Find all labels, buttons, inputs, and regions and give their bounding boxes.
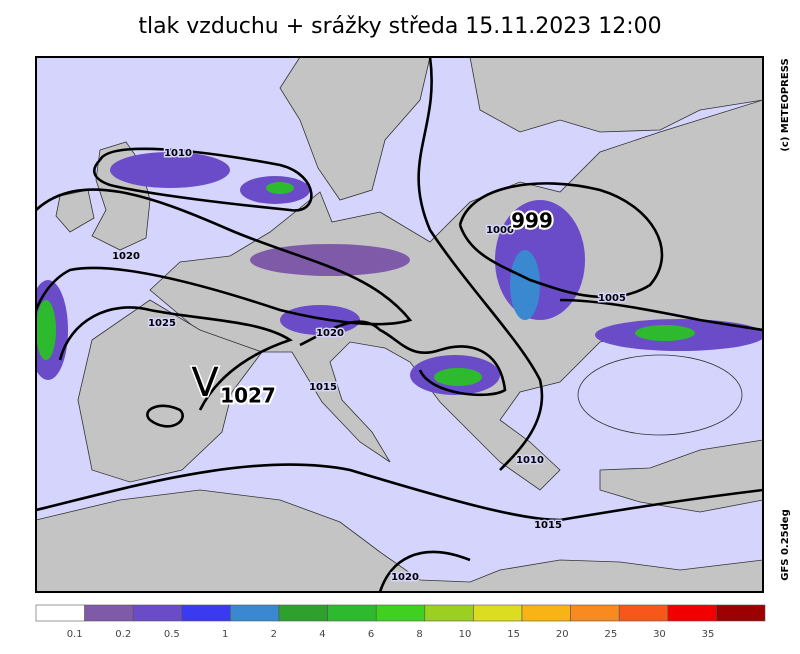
isobar: [146, 404, 184, 428]
map-area: 1010 1020 1025 1020 1015 1000 1005 1010 1015 1020…: [36, 57, 763, 592]
legend-swatch: [35, 604, 85, 622]
legend-label: 20: [556, 629, 569, 640]
title: tlak vzduchu + srážky středa 15.11.2023 …: [138, 14, 661, 39]
precip-area: [434, 368, 482, 386]
isobar-label: 1005: [598, 293, 626, 304]
black-sea: [577, 354, 743, 436]
legend-label: 0.2: [115, 629, 131, 640]
legend-label: 35: [702, 629, 715, 640]
map-frame: [35, 56, 764, 593]
isobar: [458, 182, 664, 299]
color-legend: 0.1 0.2 0.5 1 2 4 6 8 10 15 20 25 30 35: [35, 604, 766, 640]
precip-area: [266, 182, 294, 194]
isobar-labels: 1010 1020 1025 1020 1015 1000 1005 1010 1015 1020: [111, 147, 628, 585]
continent: [149, 99, 763, 491]
legend-label: 30: [653, 629, 666, 640]
legend-swatch: [424, 604, 474, 622]
isobar-label: 1025: [148, 318, 176, 329]
model-name: GFS 0.25deg: [780, 509, 791, 581]
africa: [36, 489, 763, 592]
precip-area: [250, 244, 410, 276]
isobar-label: 1010: [516, 455, 544, 466]
isobar-label: 1020: [112, 251, 140, 262]
legend-label: 8: [416, 629, 422, 640]
precip-area: [36, 300, 56, 360]
legend-swatch: [570, 604, 620, 622]
iberia: [77, 299, 263, 483]
legend-label: 2: [271, 629, 277, 640]
isobar-label: 1020: [391, 572, 419, 583]
precipitation: [36, 152, 763, 395]
scandinavia: [279, 57, 431, 201]
legend-swatch: [181, 604, 231, 622]
low-value: 999: [511, 209, 553, 233]
isobar-label: 1000: [486, 225, 514, 236]
legend-label: 15: [507, 629, 520, 640]
high-value: 1027: [220, 384, 276, 408]
isobar: [36, 188, 413, 326]
legend-swatch: [84, 604, 134, 622]
isobar: [36, 463, 763, 522]
precip-area: [635, 325, 695, 341]
isobars: [36, 57, 763, 592]
legend-swatch: [278, 604, 328, 622]
isobar-label: 1015: [309, 382, 337, 393]
isobar: [299, 320, 507, 397]
legend-label: 6: [368, 629, 374, 640]
legend-label: 25: [604, 629, 617, 640]
legend-swatch: [375, 604, 426, 622]
legend-swatch: [230, 604, 280, 622]
precip-area: [110, 152, 230, 188]
precip-area: [280, 305, 360, 335]
isobar-label: 1020: [316, 328, 344, 339]
legend-swatch: [618, 604, 669, 622]
isobar: [93, 147, 313, 212]
legend-label: 0.1: [67, 629, 83, 640]
legend-label: 4: [319, 629, 325, 640]
legend-label: 10: [459, 629, 472, 640]
legend-label: 1: [222, 629, 228, 640]
high-symbol: V: [191, 360, 219, 406]
isobar-label: 1015: [534, 520, 562, 531]
precip-area: [510, 250, 540, 320]
legend-swatch: [473, 604, 523, 622]
legend-swatch: [716, 604, 766, 622]
isobar: [417, 57, 544, 471]
legend-swatch: [132, 604, 183, 622]
legend-swatch: [327, 604, 377, 622]
legend-swatch: [521, 604, 571, 622]
isobar-label: 1010: [164, 148, 192, 159]
isobar: [559, 298, 763, 332]
legend-label: 0.5: [164, 629, 180, 640]
credit: (c) METEOPRESS: [780, 58, 791, 151]
north-russia: [469, 57, 763, 133]
legend-swatch: [667, 604, 717, 622]
isobar: [378, 550, 471, 592]
isobar: [58, 306, 293, 411]
